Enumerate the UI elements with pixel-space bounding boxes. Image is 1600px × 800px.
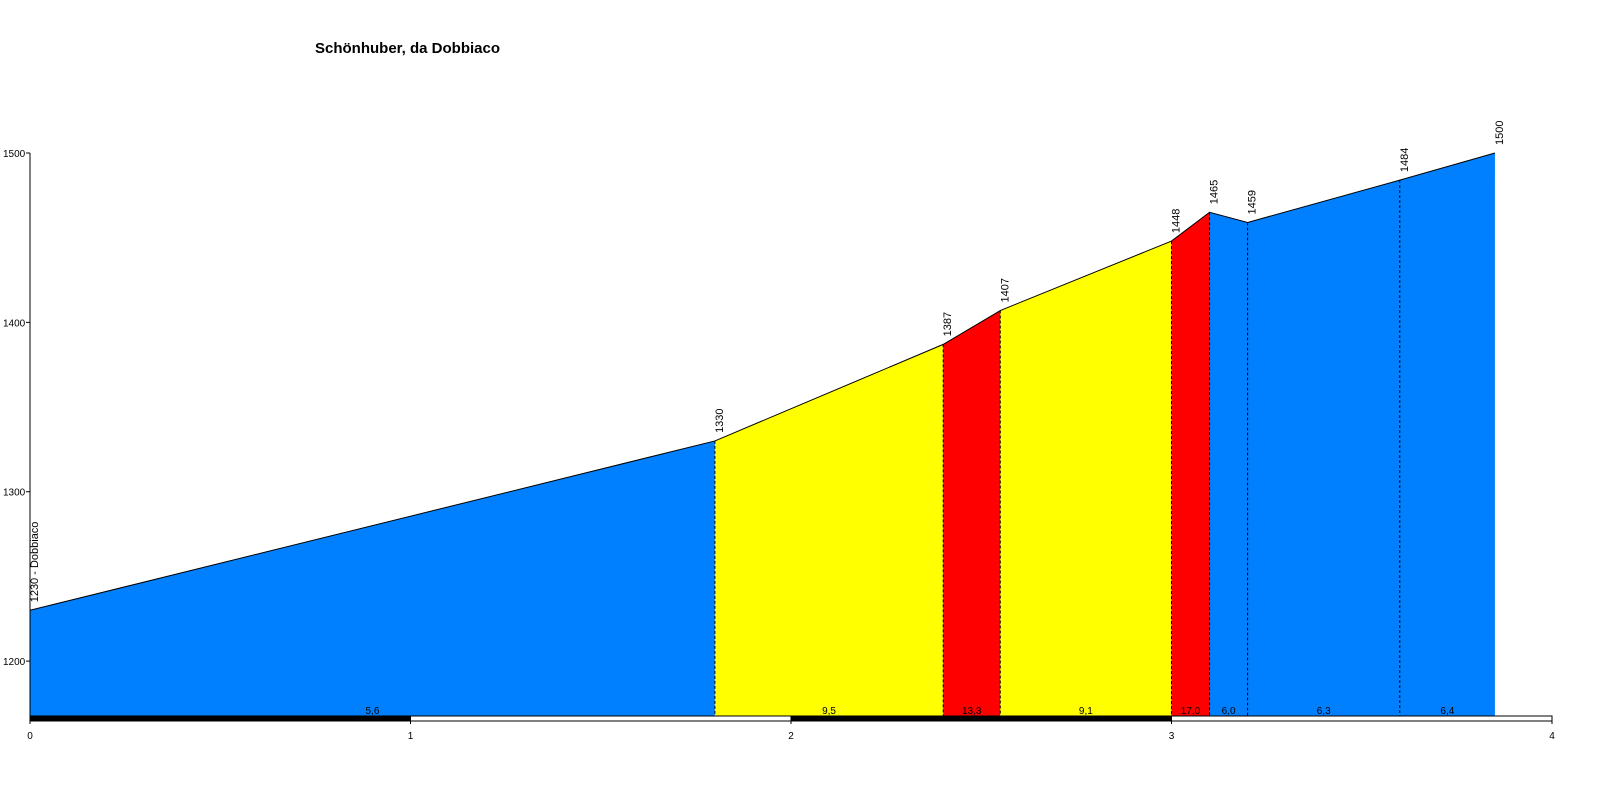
- gradient-label: 13,3: [962, 706, 982, 717]
- x-tick-label: 1: [408, 731, 414, 742]
- x-tick-label: 4: [1549, 731, 1555, 742]
- gradient-segment: [30, 440, 715, 717]
- elevation-label: 1465: [1209, 180, 1221, 204]
- gradient-label: 6,4: [1440, 706, 1454, 717]
- scale-bar: [29, 715, 411, 722]
- x-tick-label: 2: [788, 731, 794, 742]
- elevation-label: 1387: [942, 312, 954, 336]
- elevation-label: 1459: [1247, 190, 1259, 214]
- elevation-label: 1448: [1171, 209, 1183, 233]
- gradient-segment: [943, 310, 1001, 717]
- gradient-segment: [1000, 241, 1172, 717]
- gradient-label: 5,6: [365, 706, 379, 717]
- elevation-label: 1230 - Dobbiaco: [29, 522, 41, 603]
- x-tick-label: 3: [1169, 731, 1175, 742]
- y-tick-label: 1400: [3, 318, 26, 329]
- gradient-segment: [1247, 180, 1400, 717]
- profile-line: [29, 152, 1496, 611]
- elevation-label: 1500: [1494, 121, 1506, 145]
- scale-bar: [790, 715, 1172, 722]
- chart-title: Schönhuber, da Dobbiaco: [315, 40, 500, 57]
- y-tick-label: 1300: [3, 488, 26, 499]
- gradient-label: 6,0: [1222, 706, 1236, 717]
- gradient-segment: [1209, 212, 1248, 717]
- scale-bar: [410, 715, 792, 722]
- scale-bar: [1171, 715, 1553, 722]
- y-tick-label: 1200: [3, 657, 26, 668]
- gradient-segment: [714, 344, 944, 717]
- gradient-segment: [1399, 153, 1495, 717]
- gradient-label: 6,3: [1317, 706, 1331, 717]
- gradient-label: 17,0: [1181, 706, 1201, 717]
- elevation-label: 1330: [714, 408, 726, 432]
- elevation-label: 1484: [1399, 148, 1411, 172]
- gradient-label: 9,5: [822, 706, 836, 717]
- gradient-label: 9,1: [1079, 706, 1093, 717]
- gradient-segment: [1171, 212, 1210, 717]
- y-tick-label: 1500: [3, 149, 26, 160]
- elevation-label: 1407: [999, 278, 1011, 302]
- x-tick-label: 0: [27, 731, 33, 742]
